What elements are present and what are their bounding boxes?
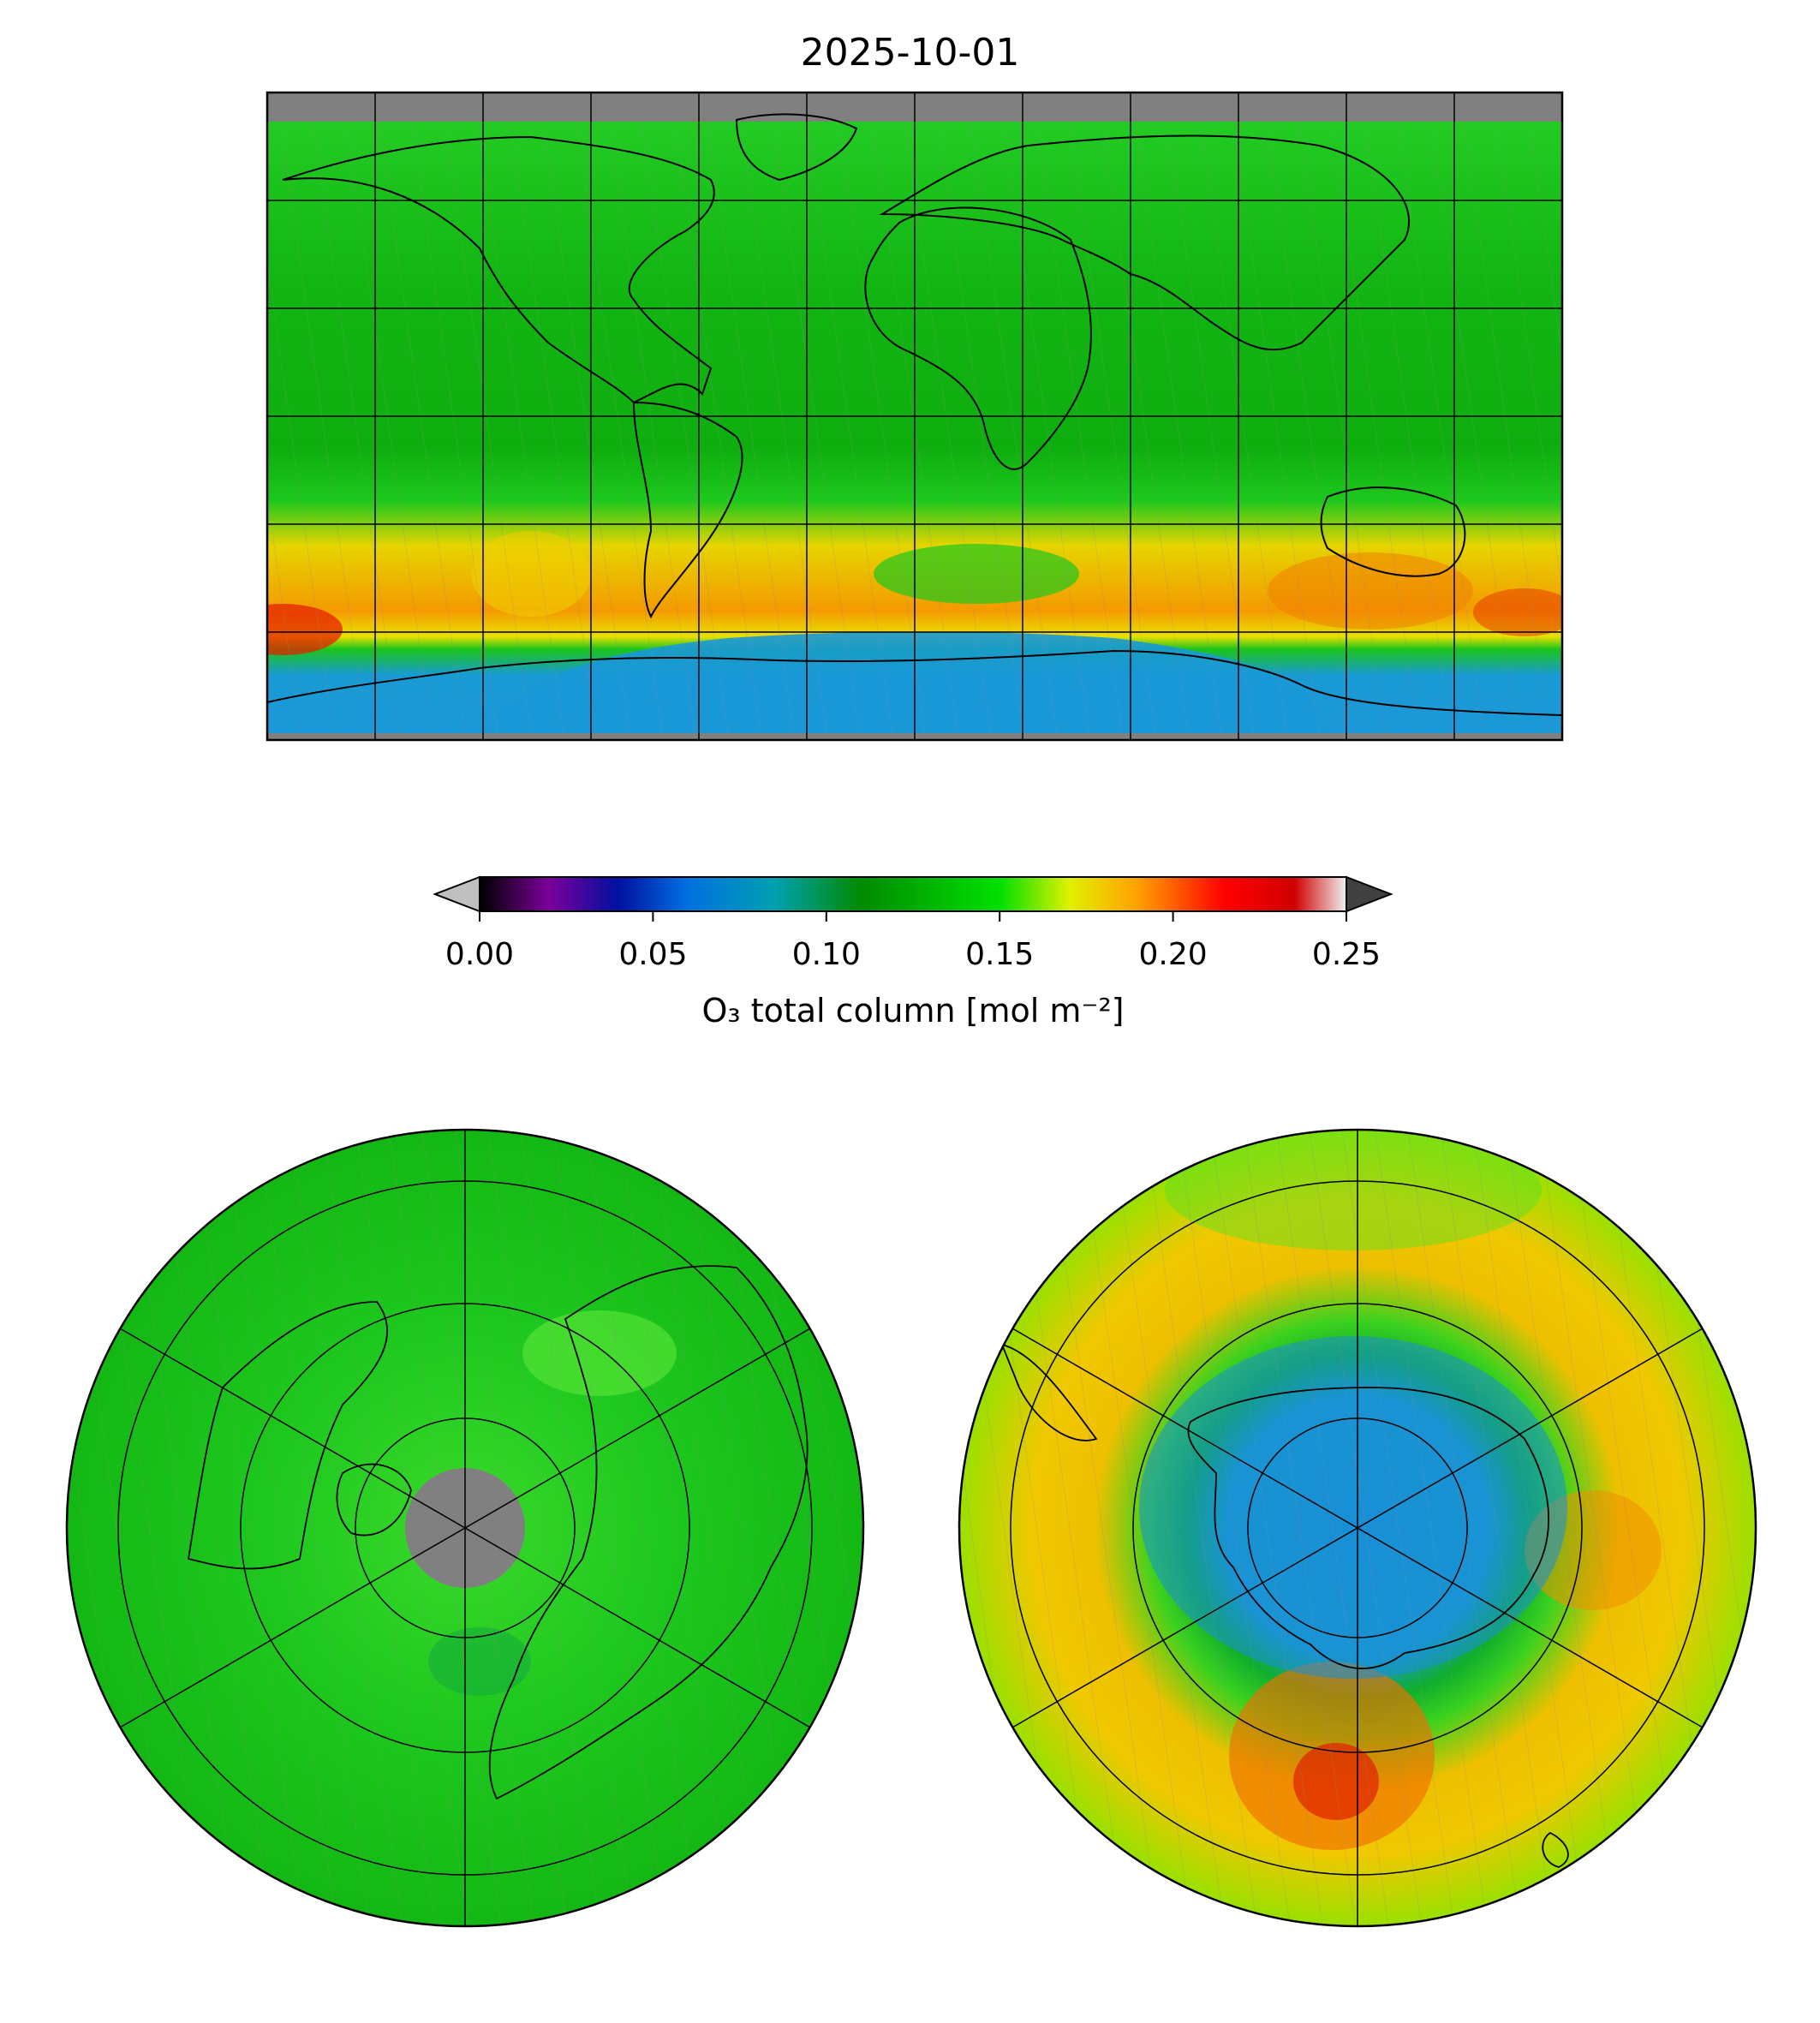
south-america-coast [632, 401, 743, 619]
south-polar-graticule [1010, 1130, 1705, 1926]
south-america-tip [1000, 1343, 1098, 1441]
australia-coast [1320, 486, 1466, 577]
eurasia-outline [488, 1265, 809, 1800]
colorbar-tick-label: 0.15 [965, 937, 1034, 972]
global-map-frame [266, 91, 1564, 742]
antarctica-outline [1187, 1387, 1550, 1670]
south-polar-ozone-map [958, 1128, 1757, 1928]
colorbar-tick-label: 0.25 [1312, 937, 1381, 972]
north-polar-ozone-map [65, 1128, 865, 1928]
new-zealand-outline [1542, 1831, 1569, 1868]
colorbar-tick-label: 0.20 [1139, 937, 1208, 972]
colorbar-body [479, 876, 1347, 912]
north-polar-coastlines [187, 1265, 809, 1800]
colorbar-over-extension [1346, 875, 1393, 913]
greenland-outline [336, 1463, 412, 1537]
north-polar-graticule [117, 1130, 813, 1926]
antarctica-coast [266, 649, 1563, 716]
figure-title: 2025-10-01 [800, 31, 1020, 75]
colorbar-tick-label: 0.00 [445, 937, 514, 972]
greenland-coast [735, 113, 858, 182]
colorbar-tick-label: 0.05 [618, 937, 687, 972]
global-ozone-map [266, 91, 1564, 742]
colorbar: 0.00 0.05 0.10 0.15 0.20 0.25 O₃ total column… [433, 875, 1393, 1029]
north-polar-frame [65, 1128, 865, 1928]
colorbar-ticks: 0.00 0.05 0.10 0.15 0.20 0.25 [445, 911, 1381, 972]
colorbar-label: O₃ total column [mol m⁻²] [701, 992, 1124, 1029]
south-polar-coastlines [1000, 1343, 1569, 1868]
south-polar-frame [958, 1128, 1757, 1928]
north-america-coast [282, 135, 715, 404]
colorbar-tick-label: 0.10 [792, 937, 861, 972]
global-graticule [267, 92, 1562, 740]
colorbar-under-extension [433, 875, 480, 913]
africa-coast [864, 206, 1092, 470]
global-coastlines [266, 113, 1563, 716]
north-america-outline [187, 1301, 389, 1570]
